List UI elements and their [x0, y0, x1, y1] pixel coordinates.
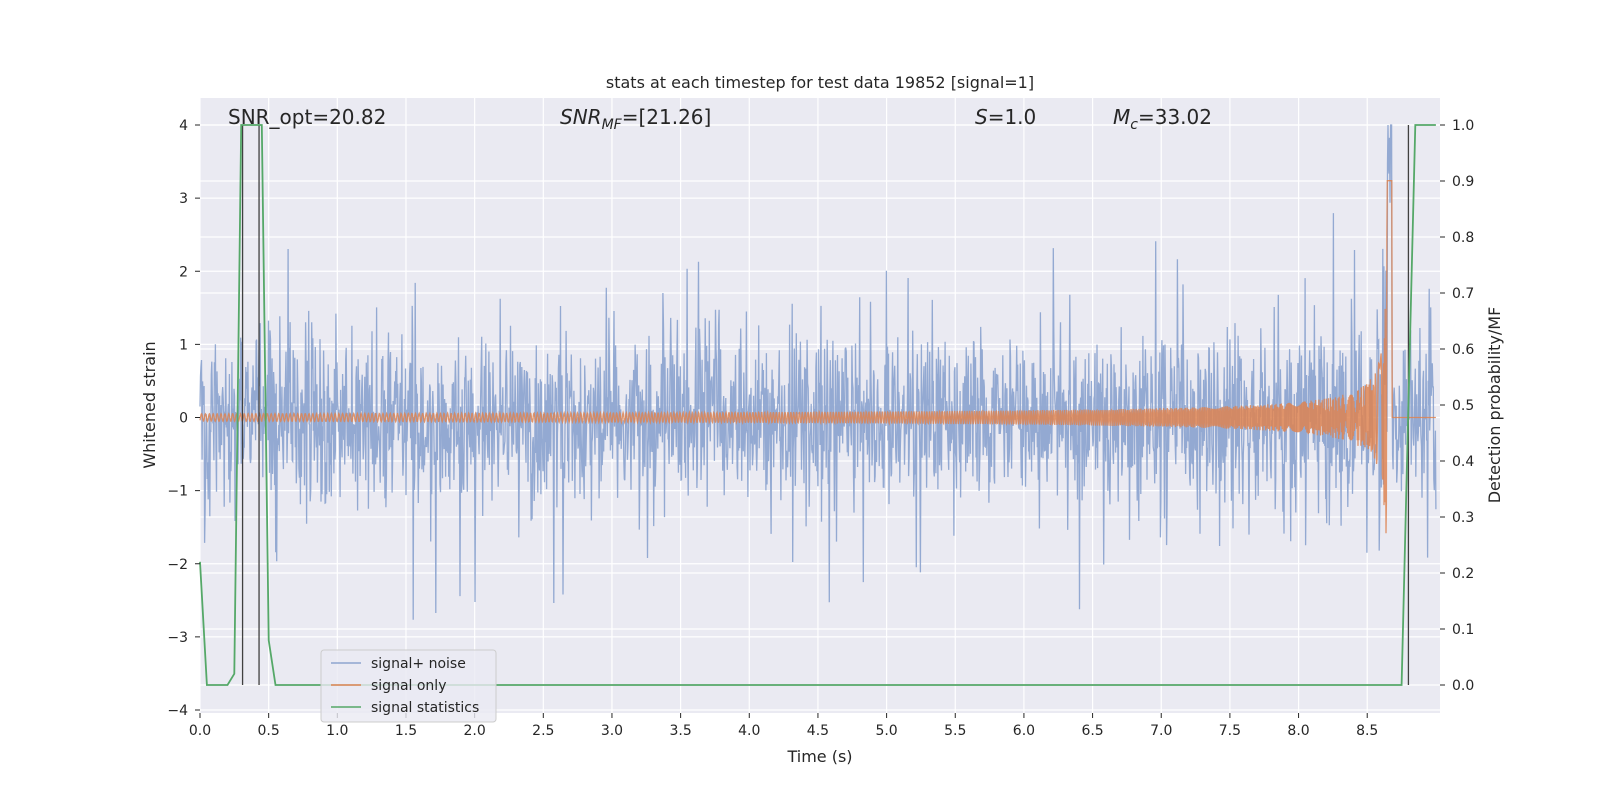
x-tick-label-17: 8.5 [1356, 723, 1378, 739]
signal-noise-series [199, 124, 1437, 620]
y-tick-label-7: 3 [179, 191, 188, 207]
y-tick-label-6: 2 [179, 264, 188, 280]
x-tick-label-15: 7.5 [1219, 723, 1241, 739]
legend: signal+ noise signal only signal statist… [320, 649, 497, 723]
x-tick-label-1: 0.5 [258, 723, 280, 739]
signal-statistics-series [199, 124, 1436, 686]
y2-tick-label-7: 0.7 [1452, 286, 1474, 302]
x-tick-label-16: 8.0 [1287, 723, 1309, 739]
x-axis-label: Time (s) [786, 747, 852, 766]
annotation-snr-mf: SNRMF=[21.26] [560, 105, 711, 133]
x-tick-label-2: 1.0 [326, 723, 348, 739]
x-tick-label-9: 4.5 [807, 723, 829, 739]
y-axis-label: Whitened strain [140, 341, 159, 468]
y2-axis-label: Detection probability/MF [1485, 307, 1504, 504]
chart-title: stats at each timestep for test data 198… [606, 73, 1034, 92]
y2-axis-ticks: 0.0 0.1 0.2 0.3 0.4 0.5 0.6 0.7 0.8 0.9 1.0 [1440, 118, 1474, 694]
annotation-mc: Mc=33.02 [1113, 105, 1212, 133]
x-tick-label-0: 0.0 [189, 723, 211, 739]
legend-label-signal-noise: signal+ noise [371, 656, 466, 672]
annotation-mc-value: =33.02 [1138, 105, 1212, 129]
y2-tick-label-1: 0.1 [1452, 622, 1474, 638]
annotation-mc-sub: c [1130, 117, 1138, 133]
x-tick-label-8: 4.0 [738, 723, 760, 739]
annotation-mc-symbol: M [1113, 105, 1130, 129]
annotation-snr-opt: SNR_opt=20.82 [228, 105, 386, 129]
y-tick-label-4: 0 [179, 411, 188, 427]
legend-box [320, 649, 497, 723]
series-signal-only-line [199, 180, 1436, 534]
y-tick-label-1: −3 [167, 630, 188, 646]
legend-label-signal-only: signal only [371, 678, 446, 694]
y2-tick-label-8: 0.8 [1452, 230, 1474, 246]
y-tick-label-2: −2 [167, 557, 188, 573]
annotation-snr-mf-main: SNR [560, 105, 602, 129]
y-tick-label-5: 1 [179, 337, 188, 353]
y-tick-label-8: 4 [179, 118, 188, 134]
y2-tick-label-10: 1.0 [1452, 118, 1474, 134]
annotation-snr-mf-sub: MF [602, 117, 623, 133]
signal-only-series [199, 180, 1436, 534]
x-tick-label-3: 1.5 [395, 723, 417, 739]
x-tick-label-6: 3.0 [601, 723, 623, 739]
annotation-snr-mf-value: =[21.26] [622, 105, 712, 129]
y2-tick-label-6: 0.6 [1452, 342, 1474, 358]
x-tick-label-10: 5.0 [875, 723, 897, 739]
x-tick-label-12: 6.0 [1013, 723, 1035, 739]
y-axis-ticks: −4 −3 −2 −1 0 1 2 3 4 [167, 118, 200, 719]
y-tick-label-0: −4 [167, 703, 188, 719]
y-tick-label-3: −1 [167, 484, 188, 500]
x-tick-label-5: 2.5 [532, 723, 554, 739]
x-tick-label-7: 3.5 [669, 723, 691, 739]
x-axis-ticks: 0.0 0.5 1.0 1.5 2.0 2.5 3.0 3.5 4.0 4.5 5.0 5.5 6.0 6… [189, 713, 1378, 739]
x-tick-label-11: 5.5 [944, 723, 966, 739]
x-tick-label-14: 7.0 [1150, 723, 1172, 739]
y2-tick-label-2: 0.2 [1452, 566, 1474, 582]
y2-tick-label-0: 0.0 [1452, 678, 1474, 694]
y2-tick-label-9: 0.9 [1452, 174, 1474, 190]
annotation-s: S=1.0 [975, 105, 1036, 129]
y2-tick-label-5: 0.5 [1452, 398, 1474, 414]
series-signal-statistics-line [199, 124, 1436, 686]
y2-tick-label-3: 0.3 [1452, 510, 1474, 526]
y2-tick-label-4: 0.4 [1452, 454, 1474, 470]
x-tick-label-13: 6.5 [1081, 723, 1103, 739]
series-signal-noise-line [199, 124, 1437, 620]
annotation-s-symbol: S [975, 105, 988, 129]
annotation-s-value: =1.0 [988, 105, 1037, 129]
legend-label-signal-statistics: signal statistics [371, 700, 479, 716]
x-tick-label-4: 2.0 [464, 723, 486, 739]
